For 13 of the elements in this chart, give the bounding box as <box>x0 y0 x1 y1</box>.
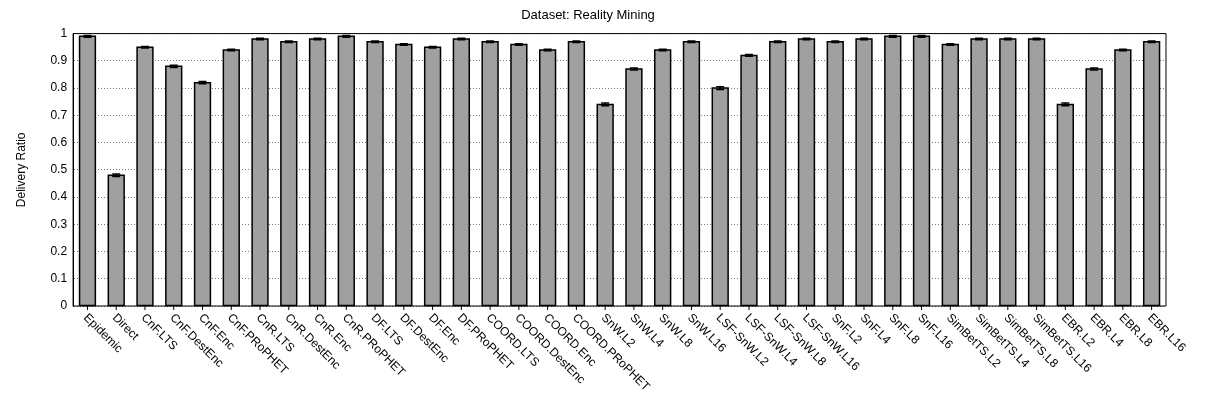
y-tick-label: 0.9 <box>50 53 68 68</box>
y-tick-label: 0.5 <box>50 162 68 177</box>
y-tick-label: 0 <box>60 298 68 313</box>
y-tick-label: 0.7 <box>50 107 68 122</box>
y-tick-label: 0.1 <box>50 271 68 286</box>
y-tick-label: 1 <box>60 25 68 40</box>
chart-title: Dataset: Reality Mining <box>521 7 655 23</box>
y-tick-label: 0.2 <box>50 243 68 258</box>
y-tick-label: 0.8 <box>50 80 68 95</box>
y-tick-label: 0.3 <box>50 216 68 231</box>
y-tick-label: 0.4 <box>50 189 68 204</box>
y-axis-title: Delivery Ratio <box>13 132 28 208</box>
y-tick-label: 0.6 <box>50 134 68 149</box>
